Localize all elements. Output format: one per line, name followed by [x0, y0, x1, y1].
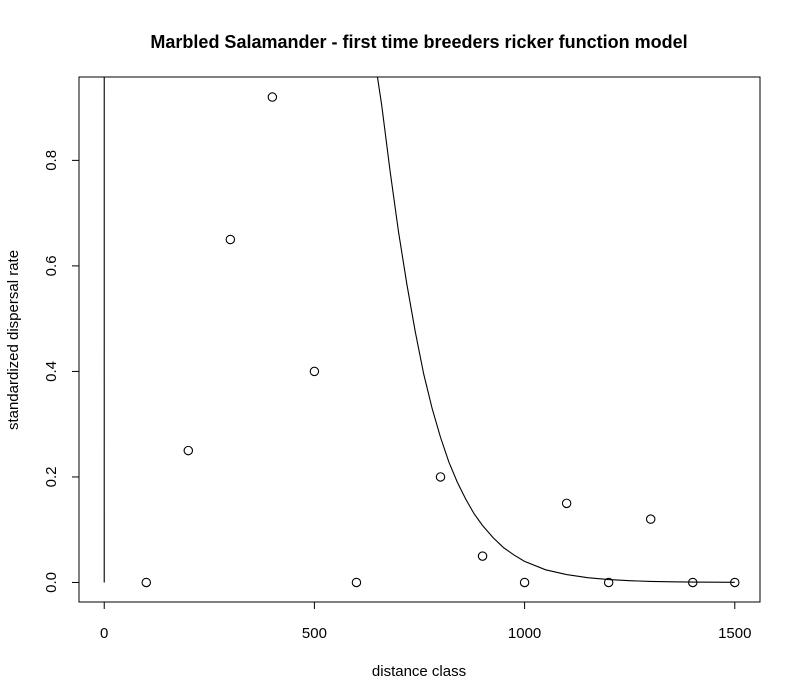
data-point: [687, 577, 698, 588]
data-point: [225, 234, 236, 245]
x-axis: 0 500 1000 1500: [100, 601, 751, 642]
x-tick-label: 1500: [718, 625, 751, 642]
data-point: [267, 92, 278, 102]
data-point: [183, 445, 194, 456]
data-point: [561, 498, 572, 509]
y-tick-label: 0.4: [43, 361, 60, 382]
chart-title: Marbled Salamander - first time breeders…: [150, 32, 687, 52]
y-axis: 0.0 0.2 0.4 0.6 0.8: [43, 150, 80, 593]
plot-frame: [78, 76, 761, 603]
y-tick-label: 0.2: [43, 467, 60, 488]
points-layer: [141, 92, 740, 588]
y-tick-label: 0.6: [43, 255, 60, 276]
data-point: [645, 514, 656, 524]
data-point: [141, 577, 152, 588]
x-tick-label: 500: [302, 625, 327, 642]
x-tick-label: 0: [100, 625, 108, 642]
data-point: [435, 472, 446, 482]
data-point: [519, 577, 530, 588]
data-point: [603, 577, 614, 588]
x-tick-label: 1000: [508, 625, 541, 642]
data-point: [351, 577, 362, 588]
ricker-fit-curve: [103, 77, 735, 583]
y-tick-label: 0.0: [43, 572, 60, 593]
x-axis-label: distance class: [372, 663, 466, 680]
fit-curve-layer: [103, 77, 735, 583]
data-point: [730, 577, 740, 588]
y-axis-label: standardized dispersal rate: [5, 250, 22, 430]
data-point: [309, 366, 320, 377]
y-tick-label: 0.8: [43, 150, 60, 171]
data-point: [477, 551, 488, 561]
